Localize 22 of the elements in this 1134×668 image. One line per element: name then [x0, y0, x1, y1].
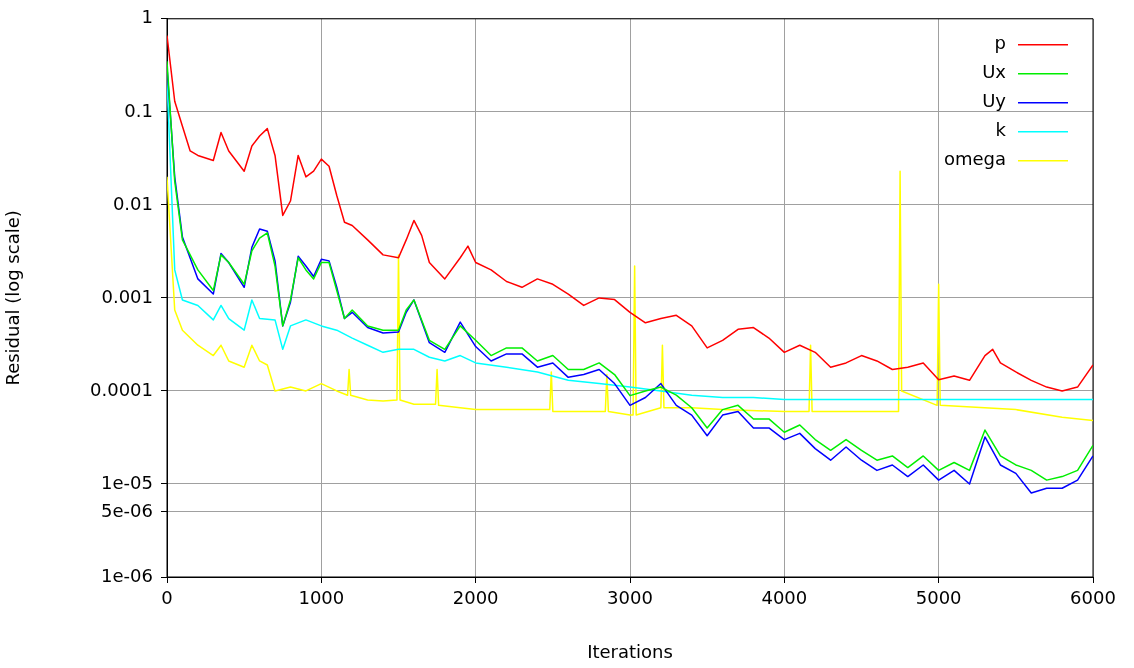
y-tick-label: 1e-06 — [101, 564, 153, 586]
y-tick-label: 1 — [141, 6, 153, 28]
x-tick-label: 4000 — [761, 587, 808, 609]
y-tick-label: 5e-06 — [101, 499, 153, 521]
x-tick-label: 0 — [161, 587, 173, 609]
legend-label: k — [995, 119, 1007, 141]
x-axis-title: Iterations — [587, 640, 673, 662]
y-tick-label: 0.001 — [101, 285, 153, 307]
x-tick-label: 2000 — [452, 587, 499, 609]
legend-label: p — [994, 32, 1006, 54]
legend-label: omega — [943, 148, 1006, 170]
legend-label: Ux — [982, 61, 1007, 83]
x-tick-label: 3000 — [607, 587, 653, 609]
x-tick-label: 5000 — [915, 587, 962, 609]
legend-label: Uy — [982, 90, 1007, 112]
x-tick-label: 6000 — [1070, 587, 1116, 609]
y-axis-title: Residual (log scale) — [2, 210, 24, 386]
y-tick-label: 0.0001 — [90, 378, 153, 400]
y-tick-label: 0.01 — [112, 192, 153, 214]
y-tick-label: 1e-05 — [101, 471, 153, 493]
y-tick-label: 0.1 — [124, 99, 153, 121]
x-tick-label: 1000 — [298, 587, 345, 609]
